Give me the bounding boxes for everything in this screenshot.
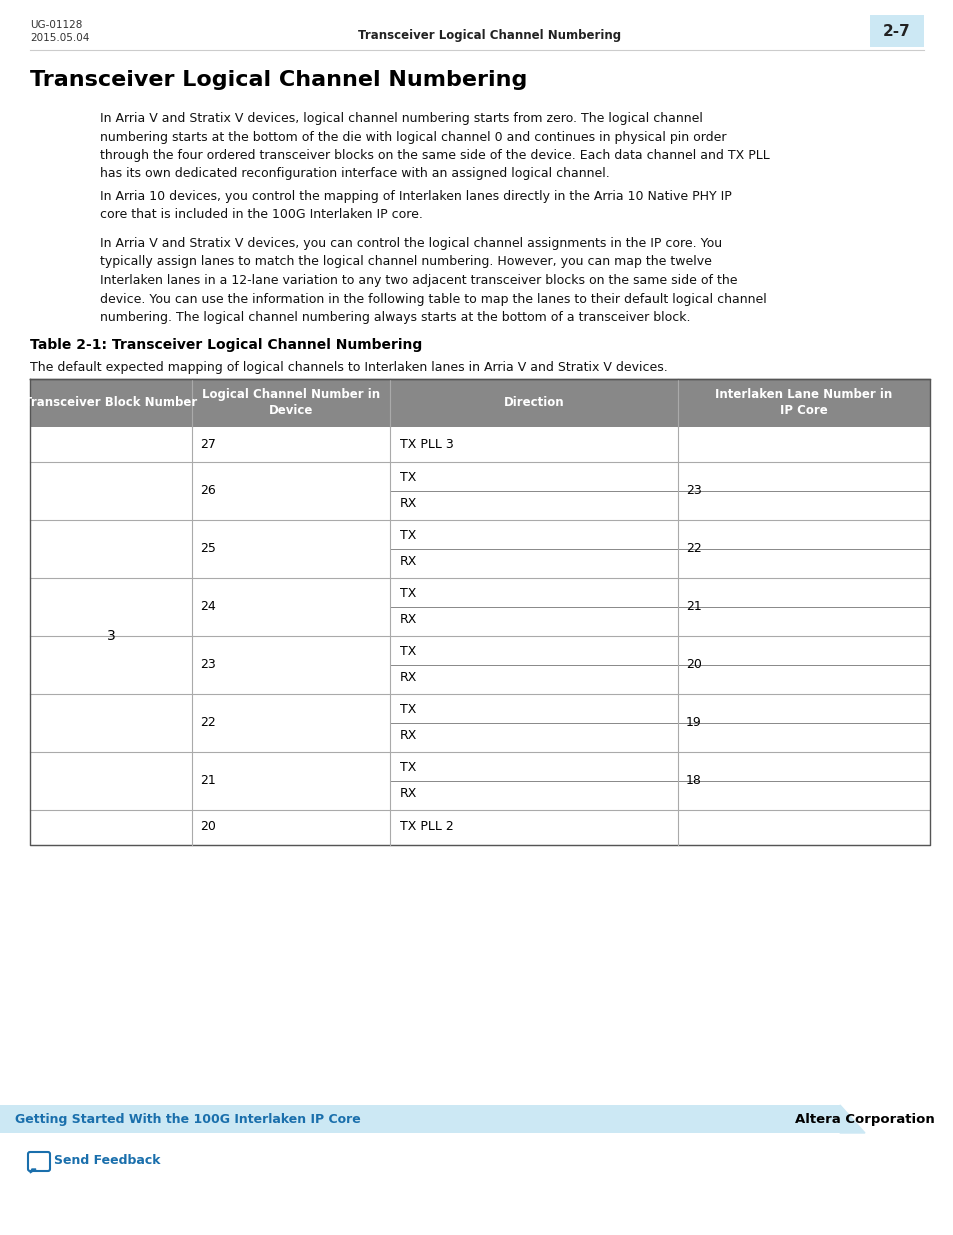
Polygon shape (30, 1170, 36, 1173)
Bar (30, 752, 929, 809)
Text: TX: TX (399, 761, 416, 774)
Text: 2015.05.04: 2015.05.04 (30, 33, 90, 43)
Text: 21: 21 (685, 600, 701, 613)
Text: In Arria V and Stratix V devices, logical channel numbering starts from zero. Th: In Arria V and Stratix V devices, logica… (100, 112, 769, 180)
Text: 18: 18 (685, 774, 701, 787)
Text: Table 2-1: Transceiver Logical Channel Numbering: Table 2-1: Transceiver Logical Channel N… (30, 338, 422, 352)
Text: RX: RX (399, 729, 416, 742)
Text: 2-7: 2-7 (882, 23, 910, 38)
Text: 23: 23 (200, 658, 215, 671)
Text: TX: TX (399, 703, 416, 716)
Text: RX: RX (399, 787, 416, 800)
Text: Transceiver Logical Channel Numbering: Transceiver Logical Channel Numbering (358, 28, 621, 42)
Text: 23: 23 (685, 484, 701, 496)
Text: 22: 22 (200, 716, 215, 729)
Text: 21: 21 (200, 774, 215, 787)
Text: RX: RX (399, 555, 416, 568)
Polygon shape (840, 1105, 864, 1132)
Text: Logical Channel Number in
Device: Logical Channel Number in Device (202, 388, 379, 417)
Bar (30, 809, 929, 845)
Text: RX: RX (399, 671, 416, 684)
Text: TX PLL 2: TX PLL 2 (399, 820, 454, 834)
Text: 20: 20 (200, 820, 215, 834)
Text: Transceiver Block Number: Transceiver Block Number (25, 396, 197, 409)
Text: TX: TX (399, 587, 416, 600)
Text: 27: 27 (200, 437, 215, 451)
Text: The default expected mapping of logical channels to Interlaken lanes in Arria V : The default expected mapping of logical … (30, 361, 667, 373)
Text: Direction: Direction (503, 396, 564, 409)
Text: 24: 24 (200, 600, 215, 613)
Bar (30, 694, 929, 752)
Text: TX PLL 3: TX PLL 3 (399, 437, 454, 451)
Text: In Arria V and Stratix V devices, you can control the logical channel assignment: In Arria V and Stratix V devices, you ca… (100, 237, 766, 324)
Text: 22: 22 (685, 542, 701, 555)
Text: 26: 26 (200, 484, 215, 496)
Bar (30, 636, 929, 694)
Text: In Arria 10 devices, you control the mapping of Interlaken lanes directly in the: In Arria 10 devices, you control the map… (100, 190, 731, 221)
Text: TX: TX (399, 530, 416, 542)
Text: 20: 20 (685, 658, 701, 671)
Bar (30, 462, 929, 520)
Bar (30, 426, 929, 462)
Text: Transceiver Logical Channel Numbering: Transceiver Logical Channel Numbering (30, 70, 527, 90)
FancyBboxPatch shape (28, 1152, 50, 1171)
Text: RX: RX (399, 613, 416, 626)
Text: TX: TX (399, 472, 416, 484)
Bar (0, 1105, 840, 1132)
Bar (869, 15, 923, 47)
Text: RX: RX (399, 496, 416, 510)
Bar (30, 578, 929, 636)
Text: Altera Corporation: Altera Corporation (795, 1113, 934, 1125)
Text: Interlaken Lane Number in
IP Core: Interlaken Lane Number in IP Core (715, 388, 892, 417)
Text: 19: 19 (685, 716, 701, 729)
Text: Getting Started With the 100G Interlaken IP Core: Getting Started With the 100G Interlaken… (15, 1113, 360, 1125)
Text: TX: TX (399, 645, 416, 658)
Text: 3: 3 (107, 629, 115, 642)
Text: Send Feedback: Send Feedback (54, 1155, 160, 1167)
Bar (30, 378, 929, 426)
Text: 25: 25 (200, 542, 215, 555)
Text: UG-01128: UG-01128 (30, 20, 82, 30)
Bar (30, 520, 929, 578)
